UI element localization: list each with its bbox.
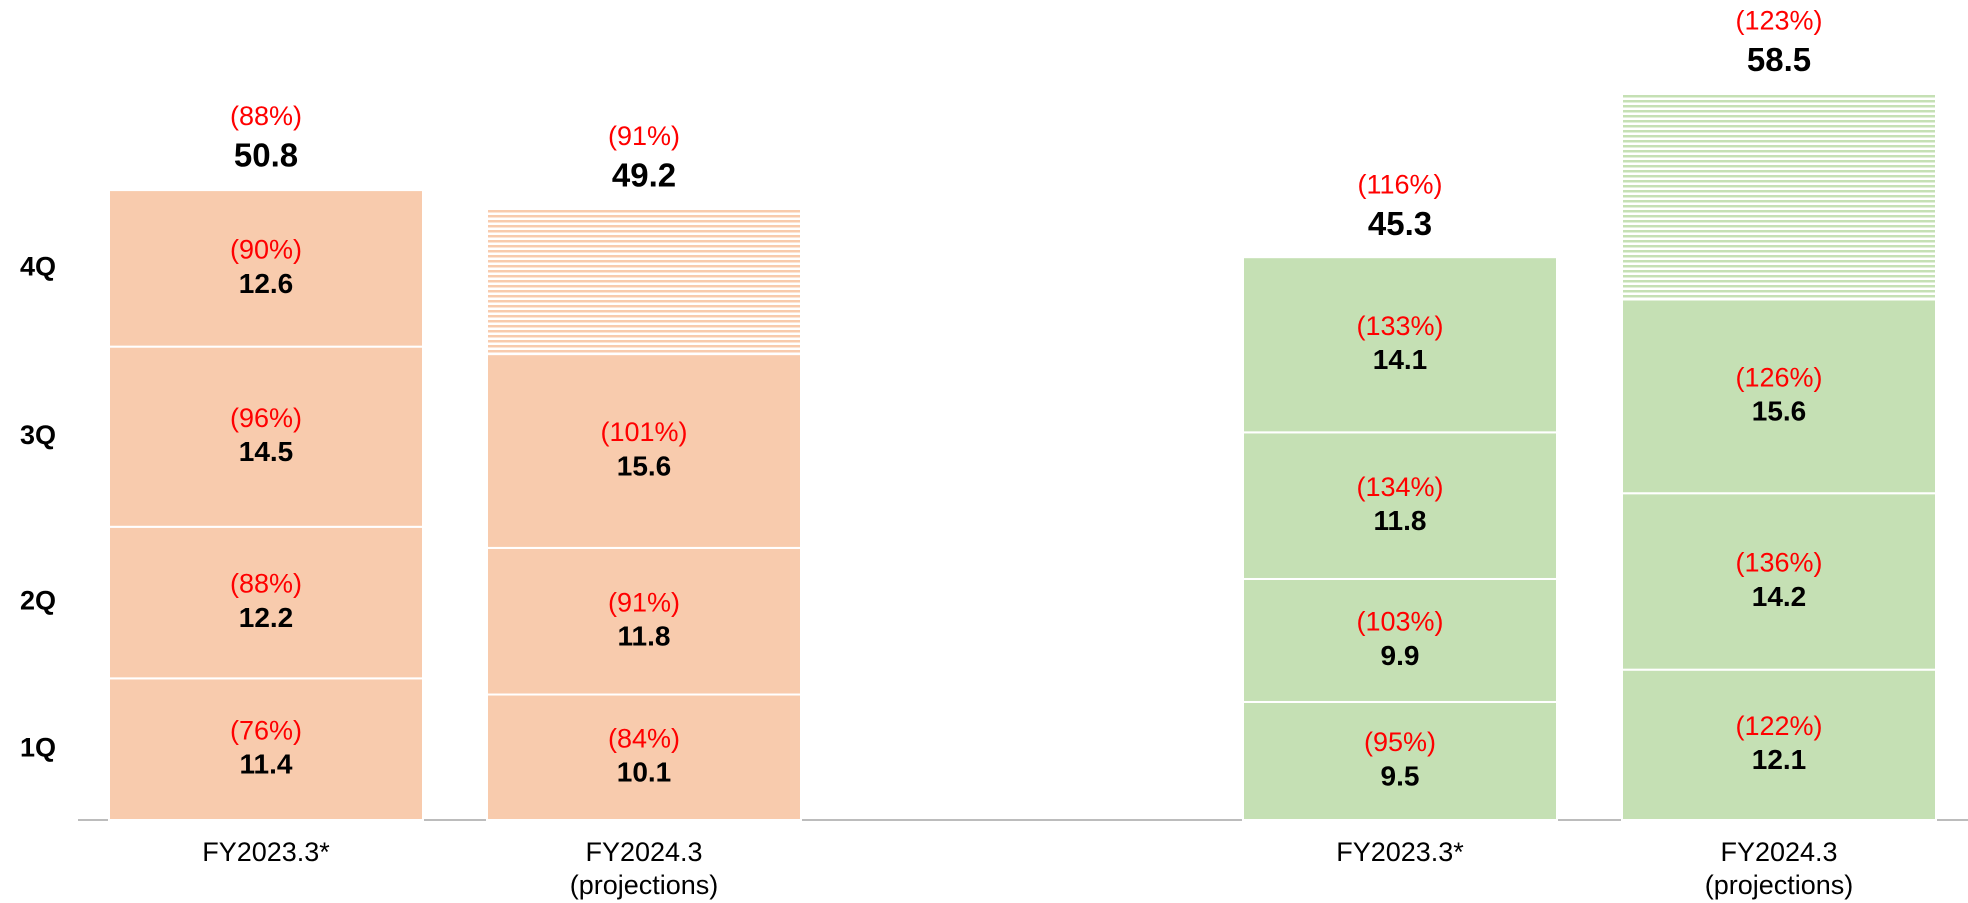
bar-segment (1242, 256, 1558, 434)
total-label: 58.5 (1747, 41, 1811, 78)
bar-segment (486, 207, 802, 356)
row-label: 1Q (20, 732, 56, 762)
row-label: 4Q (20, 251, 56, 281)
total-percent-label: (116%) (1357, 169, 1442, 199)
total-percent-label: (88%) (230, 101, 302, 131)
bar-segment (108, 677, 424, 822)
percent-label: (122%) (1735, 711, 1822, 741)
value-label: 11.4 (240, 749, 293, 780)
bar-segment (1242, 431, 1558, 580)
bar-segment (1621, 668, 1937, 822)
total-percent-label: (123%) (1735, 5, 1822, 35)
value-label: 14.1 (1373, 344, 1428, 375)
x-tick-label: FY2024.3 (projections) (569, 837, 719, 900)
total-label: 50.8 (234, 137, 298, 174)
percent-label: (96%) (230, 403, 302, 433)
bar-segment (1621, 92, 1937, 301)
bar-segment (108, 189, 424, 348)
value-label: 12.2 (239, 602, 294, 633)
total-percent-label: (91%) (608, 121, 680, 151)
bar-segment (486, 353, 802, 549)
percent-label: (136%) (1735, 548, 1822, 578)
value-label: 12.1 (1752, 744, 1807, 775)
percent-label: (95%) (1364, 727, 1436, 757)
total-label: 49.2 (612, 156, 676, 193)
row-label: 3Q (20, 420, 56, 450)
value-label: 12.6 (239, 268, 294, 299)
value-label: 14.5 (239, 436, 294, 467)
value-label: 11.8 (1374, 505, 1427, 536)
percent-label: (101%) (600, 417, 687, 447)
bar-segment (1242, 700, 1558, 822)
value-label: 14.2 (1752, 581, 1807, 612)
percent-label: (88%) (230, 569, 302, 599)
percent-label: (126%) (1735, 362, 1822, 392)
bar-segment (486, 546, 802, 696)
value-label: 9.9 (1381, 640, 1420, 671)
bar-segment (1621, 492, 1937, 671)
total-label: 45.3 (1368, 205, 1432, 242)
bar-segment (1242, 577, 1558, 703)
percent-label: (91%) (608, 587, 680, 617)
percent-label: (76%) (230, 715, 302, 745)
percent-label: (84%) (608, 723, 680, 753)
value-label: 10.1 (617, 757, 672, 788)
x-tick-label: FY2023.3* (1336, 837, 1464, 867)
percent-label: (90%) (230, 234, 302, 264)
row-label: 2Q (20, 586, 56, 616)
bar-segment (1621, 298, 1937, 495)
value-label: 15.6 (617, 450, 672, 481)
bar-segment (108, 525, 424, 680)
value-label: 9.5 (1381, 760, 1420, 791)
value-label: 11.8 (618, 621, 671, 652)
percent-label: (134%) (1356, 472, 1443, 502)
percent-label: (133%) (1356, 311, 1443, 341)
value-label: 15.6 (1752, 396, 1807, 427)
bar-segment (486, 693, 802, 821)
x-tick-label: FY2024.3 (projections) (1704, 837, 1854, 900)
percent-label: (103%) (1356, 607, 1443, 637)
x-tick-label: FY2023.3* (202, 837, 330, 867)
